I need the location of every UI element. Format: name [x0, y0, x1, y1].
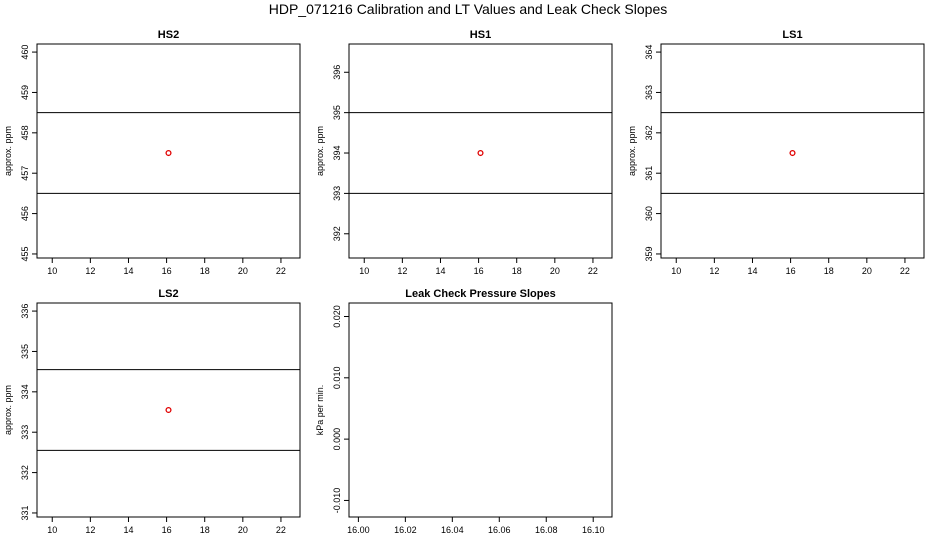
plot-frame [36, 302, 301, 518]
y-tick-label: 332 [20, 465, 30, 480]
panel-ls2: LS2 10 12 14 16 18 20 22 331 332 333 334 335 336 appro… [3, 288, 301, 535]
y-tick-label: 393 [332, 186, 342, 201]
x-tick-label: 16 [162, 525, 172, 535]
x-tick-label: 20 [238, 525, 248, 535]
x-tick-label: 22 [276, 266, 286, 276]
y-axis-label: kPa per min. [315, 385, 325, 436]
panel-title: Leak Check Pressure Slopes [405, 288, 555, 300]
x-tick-label: 18 [512, 266, 522, 276]
x-tick-label: 16.10 [582, 525, 605, 535]
x-tick-label: 12 [397, 266, 407, 276]
y-tick-label: 362 [644, 125, 654, 140]
x-tick-label: 12 [85, 266, 95, 276]
x-tick-label: 14 [747, 266, 757, 276]
x-tick-label: 14 [123, 525, 133, 535]
x-tick-label: 20 [550, 266, 560, 276]
y-tick-label: 396 [332, 65, 342, 80]
y-tick-label: 335 [20, 344, 30, 359]
x-tick-label: 12 [709, 266, 719, 276]
y-tick-label: 455 [20, 246, 30, 261]
plot-frame [660, 43, 925, 259]
y-tick-label: 392 [332, 226, 342, 241]
y-tick-label: 360 [644, 206, 654, 221]
x-tick-label: 16.02 [394, 525, 417, 535]
y-tick-label: 0.010 [332, 367, 342, 390]
y-tick-label: 458 [20, 125, 30, 140]
y-axis-label: approx. ppm [3, 385, 13, 435]
x-tick-label: 16 [786, 266, 796, 276]
x-tick-label: 16.08 [535, 525, 558, 535]
x-tick-label: 16 [162, 266, 172, 276]
x-tick-label: 16.00 [347, 525, 370, 535]
y-tick-label: 336 [20, 304, 30, 319]
y-tick-label: 334 [20, 384, 30, 399]
x-tick-label: 10 [47, 525, 57, 535]
x-tick-label: 20 [238, 266, 248, 276]
plot-frame [36, 43, 301, 259]
panel-title: LS1 [782, 29, 802, 41]
y-tick-label: 331 [20, 505, 30, 520]
panel-ls1: LS1 10 12 14 16 18 20 22 359 360 361 362 363 364 appro… [627, 29, 925, 276]
x-tick-label: 16.06 [488, 525, 511, 535]
y-tick-label: 359 [644, 246, 654, 261]
x-tick-label: 22 [276, 525, 286, 535]
x-tick-label: 14 [435, 266, 445, 276]
y-tick-label: 456 [20, 206, 30, 221]
x-tick-label: 12 [85, 525, 95, 535]
x-tick-label: 14 [123, 266, 133, 276]
y-tick-label: 459 [20, 85, 30, 100]
data-point [165, 406, 172, 414]
figure-title: HDP_071216 Calibration and LT Values and… [269, 1, 667, 17]
plot-frame [348, 302, 613, 518]
panel-title: HS1 [470, 29, 491, 41]
x-tick-label: 18 [824, 266, 834, 276]
y-tick-label: 0.020 [332, 305, 342, 328]
panel-hs1: HS1 10 12 14 16 18 20 22 392 393 394 395 396 approx. … [315, 29, 613, 276]
data-point [165, 149, 172, 157]
panel-hs2: HS2 10 12 14 16 18 20 22 455 456 457 458 459 460 appro… [3, 29, 301, 276]
x-tick-label: 10 [671, 266, 681, 276]
y-tick-label: -0.010 [332, 488, 342, 514]
y-tick-label: 363 [644, 85, 654, 100]
y-axis-label: approx. ppm [627, 126, 637, 176]
y-tick-label: 333 [20, 425, 30, 440]
panel-leak-check: Leak Check Pressure Slopes 16.00 16.02 16.0… [315, 288, 613, 535]
y-axis-label: approx. ppm [315, 126, 325, 176]
plot-frame [348, 43, 613, 259]
x-tick-label: 16 [474, 266, 484, 276]
y-tick-label: 361 [644, 166, 654, 181]
data-point [789, 149, 796, 157]
data-point [477, 149, 484, 157]
y-tick-label: 395 [332, 105, 342, 120]
y-tick-label: 364 [644, 45, 654, 60]
x-tick-label: 16.04 [441, 525, 464, 535]
x-tick-label: 22 [588, 266, 598, 276]
x-tick-label: 18 [200, 266, 210, 276]
y-tick-label: 460 [20, 45, 30, 60]
x-tick-label: 10 [359, 266, 369, 276]
y-tick-label: 394 [332, 146, 342, 161]
y-tick-label: 457 [20, 166, 30, 181]
panel-title: HS2 [158, 29, 179, 41]
panel-title: LS2 [158, 288, 178, 300]
x-tick-label: 18 [200, 525, 210, 535]
y-axis-label: approx. ppm [3, 126, 13, 176]
x-tick-label: 22 [900, 266, 910, 276]
y-tick-label: 0.000 [332, 428, 342, 451]
x-tick-label: 20 [862, 266, 872, 276]
x-tick-label: 10 [47, 266, 57, 276]
